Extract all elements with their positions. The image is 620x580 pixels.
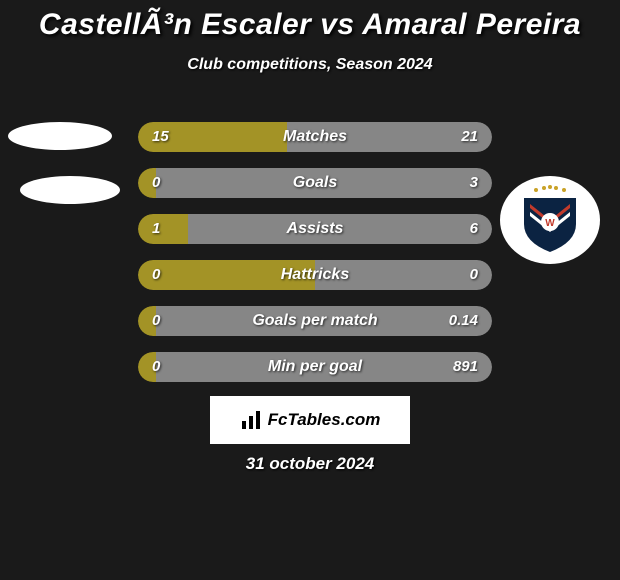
stat-label: Goals per match <box>138 306 492 336</box>
stat-label: Assists <box>138 214 492 244</box>
stat-rows: 1521Matches 03Goals 16Assists 00Hattricks 00… <box>138 122 492 398</box>
page-title: CastellÃ³n Escaler vs Amaral Pereira <box>0 0 620 42</box>
stat-label: Matches <box>138 122 492 152</box>
player-left-avatar-placeholder-2 <box>20 176 120 204</box>
stat-label: Hattricks <box>138 260 492 290</box>
stat-label: Min per goal <box>138 352 492 382</box>
stat-row: 00.14Goals per match <box>138 306 492 336</box>
barchart-icon <box>240 409 262 431</box>
stat-row: 0891Min per goal <box>138 352 492 382</box>
stat-row: 03Goals <box>138 168 492 198</box>
comparison-infographic: CastellÃ³n Escaler vs Amaral Pereira Clu… <box>0 0 620 580</box>
crest-stars <box>534 185 566 192</box>
stat-row: 00Hattricks <box>138 260 492 290</box>
stat-row: 1521Matches <box>138 122 492 152</box>
player-left-avatar-placeholder <box>8 122 112 150</box>
stat-label: Goals <box>138 168 492 198</box>
svg-text:W: W <box>545 218 555 229</box>
attribution-badge: FcTables.com <box>210 396 410 444</box>
date-label: 31 october 2024 <box>0 454 620 474</box>
page-subtitle: Club competitions, Season 2024 <box>0 56 620 74</box>
attribution-text: FcTables.com <box>268 410 381 430</box>
stat-row: 16Assists <box>138 214 492 244</box>
club-crest-icon: W <box>500 176 600 264</box>
